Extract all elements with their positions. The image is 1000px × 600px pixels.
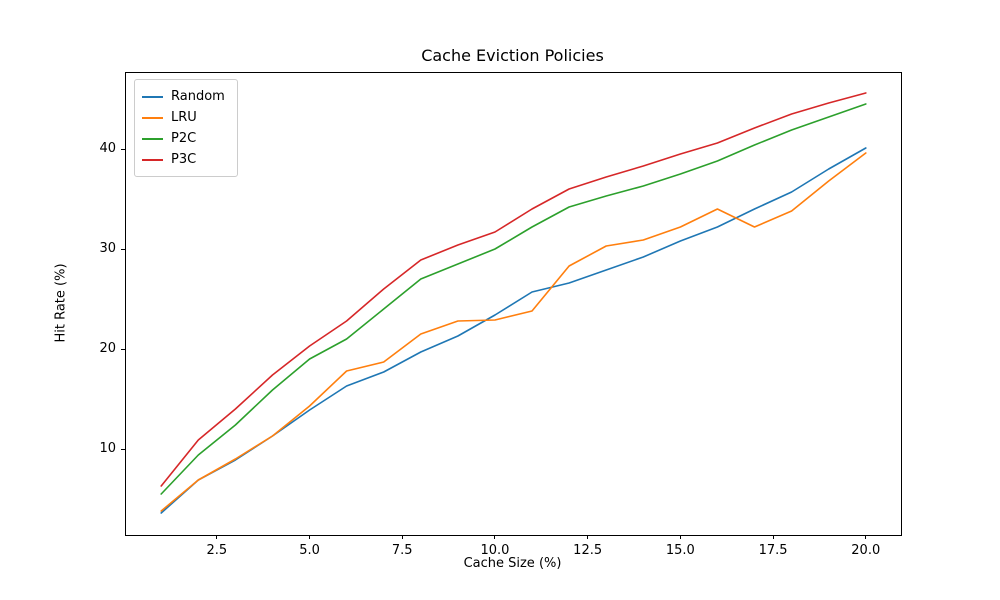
x-tick-mark — [865, 535, 867, 539]
legend-label: P2C — [171, 131, 197, 146]
series-line-random — [160, 147, 867, 514]
y-tick-mark — [121, 348, 125, 350]
legend-line-swatch — [142, 116, 163, 119]
legend-item-random: Random — [142, 86, 229, 107]
x-tick-mark — [309, 535, 311, 539]
x-tick-label: 7.5 — [391, 543, 413, 558]
y-tick-mark — [121, 148, 125, 150]
legend-item-lru: LRU — [142, 107, 229, 128]
y-tick-label: 30 — [99, 241, 116, 256]
x-tick-label: 5.0 — [299, 543, 320, 558]
legend-item-p2c: P2C — [142, 128, 229, 149]
x-axis-label: Cache Size (%) — [463, 556, 562, 571]
x-tick-mark — [679, 535, 681, 539]
legend-item-p3c: P3C — [142, 149, 229, 170]
x-tick-label: 20.0 — [851, 543, 881, 558]
legend-label: LRU — [171, 110, 197, 125]
y-tick-label: 10 — [99, 441, 116, 456]
legend-line-swatch — [142, 158, 163, 161]
x-tick-label: 15.0 — [665, 543, 695, 558]
x-tick-mark — [401, 535, 403, 539]
x-tick-label: 17.5 — [758, 543, 788, 558]
x-tick-mark — [216, 535, 218, 539]
x-tick-mark — [494, 535, 496, 539]
legend-line-swatch — [142, 95, 163, 98]
x-tick-mark — [587, 535, 589, 539]
legend-label: P3C — [171, 152, 197, 167]
x-tick-mark — [772, 535, 774, 539]
plot-svg — [160, 92, 867, 514]
series-line-lru — [160, 152, 867, 512]
y-tick-mark — [121, 448, 125, 450]
x-tick-label: 10.0 — [480, 543, 510, 558]
y-tick-label: 20 — [99, 341, 116, 356]
y-tick-mark — [121, 248, 125, 250]
x-tick-label: 12.5 — [573, 543, 603, 558]
legend: Random LRU P2C P3C — [134, 79, 238, 177]
y-tick-label: 40 — [99, 141, 116, 156]
series-line-p3c — [160, 92, 867, 487]
series-line-p2c — [160, 103, 867, 495]
legend-line-swatch — [142, 137, 163, 140]
chart-title: Cache Eviction Policies — [421, 46, 604, 65]
x-tick-label: 2.5 — [206, 543, 228, 558]
legend-label: Random — [171, 89, 225, 104]
y-axis-label: Hit Rate (%) — [53, 263, 69, 343]
plot-area: 2.5 5.0 7.5 10.0 12.5 15.0 17.5 20.0 10 20 30 40 R… — [99, 72, 902, 558]
